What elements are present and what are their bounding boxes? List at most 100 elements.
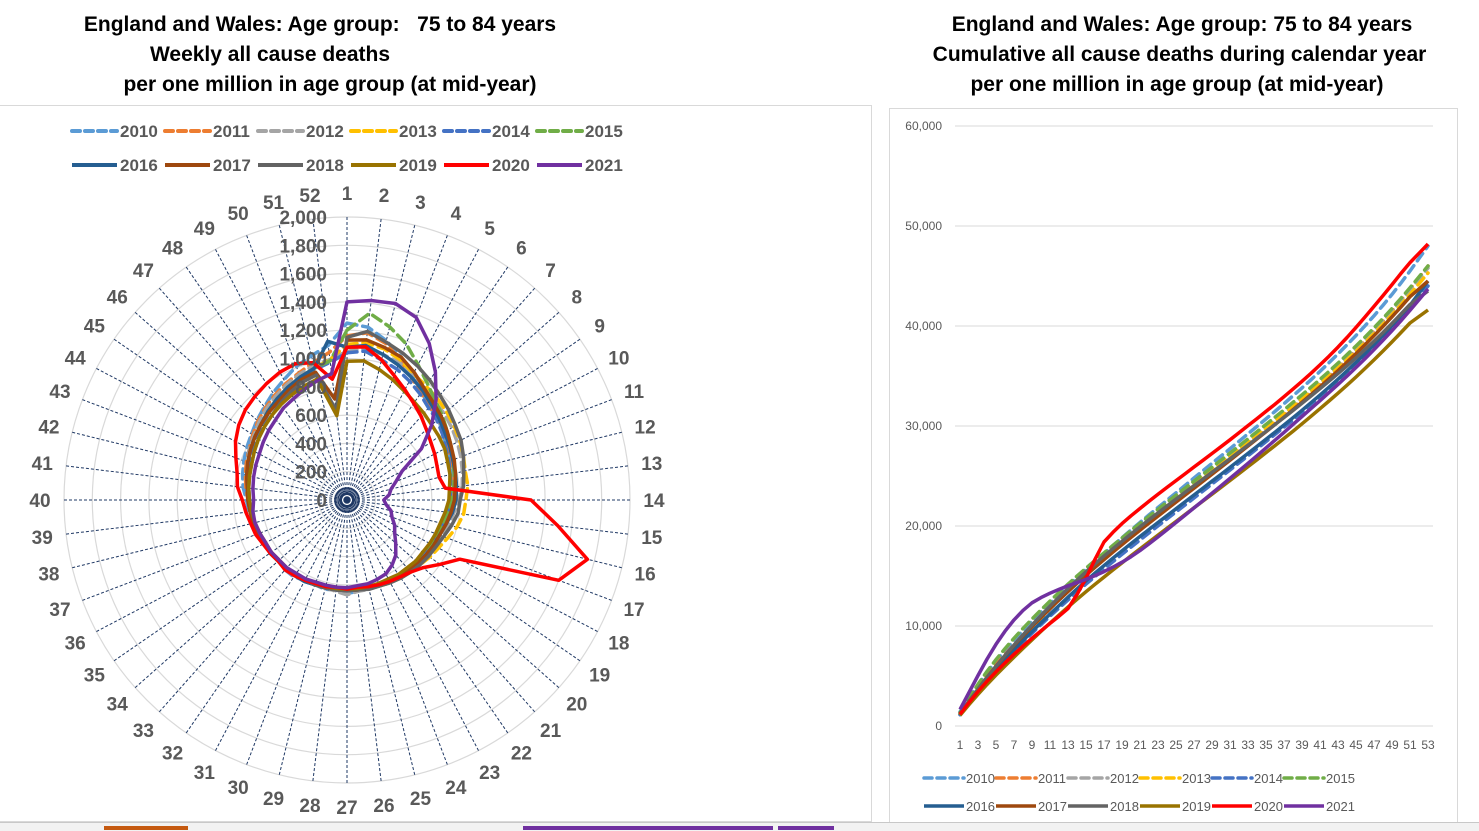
radar-spoke xyxy=(278,499,348,775)
radar-category-label: 48 xyxy=(162,238,183,259)
radar-value-tick-label: 200 xyxy=(295,463,327,484)
cum-x-tick-label: 51 xyxy=(1403,738,1417,752)
radar-spoke xyxy=(96,499,348,632)
cum-x-tick-label: 39 xyxy=(1295,738,1309,752)
radar-gridline-ring xyxy=(261,414,433,586)
cumulative-chart-area[interactable] xyxy=(889,108,1458,826)
radar-category-label: 10 xyxy=(608,348,629,369)
radar-category-label: 4 xyxy=(451,204,462,225)
cum-x-tick-label: 7 xyxy=(1011,738,1018,752)
radar-spoke xyxy=(346,499,628,535)
radar-spoke xyxy=(113,499,348,662)
cum-x-tick-label: 21 xyxy=(1133,738,1147,752)
radar-category-label: 11 xyxy=(624,382,645,403)
cum-y-tick-label: 30,000 xyxy=(905,419,942,433)
radar-category-label: 47 xyxy=(133,261,154,282)
cum-y-tick-label: 40,000 xyxy=(905,319,942,333)
cum-x-tick-label: 35 xyxy=(1259,738,1273,752)
radar-spoke xyxy=(82,399,348,501)
cum-x-tick-label: 45 xyxy=(1349,738,1363,752)
cum-legend-label-2011: 2011 xyxy=(1038,771,1066,786)
radar-gridline-ring xyxy=(318,471,376,529)
radar-category-label: 32 xyxy=(162,744,183,765)
cum-legend-label-2014: 2014 xyxy=(1254,771,1283,786)
cum-x-tick-label: 49 xyxy=(1385,738,1399,752)
radar-spoke xyxy=(312,499,348,781)
radar-title-line-3: per one million in age group (at mid-yea… xyxy=(123,73,537,96)
radar-category-label: 14 xyxy=(643,491,665,512)
sheet-tab-purple-2[interactable] xyxy=(778,826,834,830)
sheet-tab-purple-1[interactable] xyxy=(523,826,773,830)
radar-center-mark xyxy=(334,487,360,513)
radar-value-tick-label: 1,800 xyxy=(279,236,327,257)
radar-category-label: 28 xyxy=(299,796,320,817)
radar-spoke xyxy=(134,311,348,501)
radar-category-label: 33 xyxy=(133,721,154,742)
cum-x-tick-label: 27 xyxy=(1187,738,1201,752)
radar-category-label: 18 xyxy=(608,634,629,655)
radar-value-tick-label: 2,000 xyxy=(279,208,327,229)
radar-chart-title: England and Wales: Age group: 75 to 84 y… xyxy=(0,10,640,100)
cum-legend-label-2020: 2020 xyxy=(1254,799,1283,814)
radar-value-tick-label: 800 xyxy=(295,378,327,399)
cum-series-2019 xyxy=(958,308,1430,717)
radar-category-label: 15 xyxy=(641,528,663,549)
radar-spoke xyxy=(346,499,536,713)
legend-label-2019: 2019 xyxy=(399,156,437,175)
radar-spoke xyxy=(215,499,348,751)
radar-category-label: 40 xyxy=(29,491,50,512)
cum-series-2020 xyxy=(958,242,1430,716)
radar-category-label: 42 xyxy=(38,418,59,439)
radar-category-label: 9 xyxy=(594,317,605,338)
legend-label-2011: 2011 xyxy=(213,122,250,141)
radar-value-tick-label: 0 xyxy=(316,491,327,512)
radar-center-mark xyxy=(337,490,357,510)
sheet-tab-orange[interactable] xyxy=(104,826,188,830)
cumulative-chart-title: England and Wales: Age group: 75 to 84 y… xyxy=(880,10,1479,100)
radar-category-label: 19 xyxy=(589,665,610,686)
radar-spoke xyxy=(72,499,348,569)
radar-category-label: 30 xyxy=(228,778,249,799)
cum-x-tick-label: 19 xyxy=(1115,738,1129,752)
cum-x-tick-label: 43 xyxy=(1331,738,1345,752)
radar-spoke xyxy=(346,311,560,501)
radar-value-tick-label: 1,200 xyxy=(279,321,327,342)
radar-category-label: 49 xyxy=(194,219,215,240)
cum-title-line-1: England and Wales: Age group: 75 to 84 y… xyxy=(951,13,1413,36)
legend-label-2010: 2010 xyxy=(120,122,158,141)
cum-legend-label-2018: 2018 xyxy=(1110,799,1139,814)
radar-category-label: 16 xyxy=(635,564,656,585)
radar-category-label: 24 xyxy=(445,778,467,799)
radar-category-label: 51 xyxy=(263,193,285,214)
legend-label-2014: 2014 xyxy=(492,122,530,141)
cum-series-2016 xyxy=(958,279,1430,716)
cum-x-tick-label: 9 xyxy=(1029,738,1036,752)
cum-legend-label-2012: 2012 xyxy=(1110,771,1139,786)
radar-title-line-2: Weekly all cause deaths xyxy=(149,43,391,66)
radar-spoke xyxy=(158,499,348,713)
radar-category-label: 8 xyxy=(572,287,583,308)
cum-legend-label-2019: 2019 xyxy=(1182,799,1211,814)
radar-category-label: 37 xyxy=(49,600,70,621)
legend-label-2013: 2013 xyxy=(399,122,437,141)
radar-spoke xyxy=(346,465,628,501)
cum-series-2014 xyxy=(958,284,1430,717)
radar-category-label: 46 xyxy=(107,287,128,308)
radar-category-label: 45 xyxy=(84,317,106,338)
radar-spoke xyxy=(346,499,581,662)
radar-category-label: 26 xyxy=(373,796,394,817)
radar-chart: 1 2 34567891011121314151617181920212223242… xyxy=(29,122,665,819)
radar-spoke xyxy=(346,499,598,632)
cum-y-tick-label: 0 xyxy=(935,719,942,733)
radar-category-label: 7 xyxy=(545,261,556,282)
cum-legend-label-2010: 2010 xyxy=(966,771,995,786)
radar-category-label: 6 xyxy=(516,238,527,259)
cum-x-tick-label: 15 xyxy=(1079,738,1093,752)
radar-category-label: 22 xyxy=(511,744,532,765)
cum-x-tick-label: 17 xyxy=(1097,738,1111,752)
cum-x-tick-label: 47 xyxy=(1367,738,1381,752)
cum-y-tick-label: 60,000 xyxy=(905,119,942,133)
radar-series-2012 xyxy=(244,346,465,597)
radar-category-label: 23 xyxy=(479,763,500,784)
